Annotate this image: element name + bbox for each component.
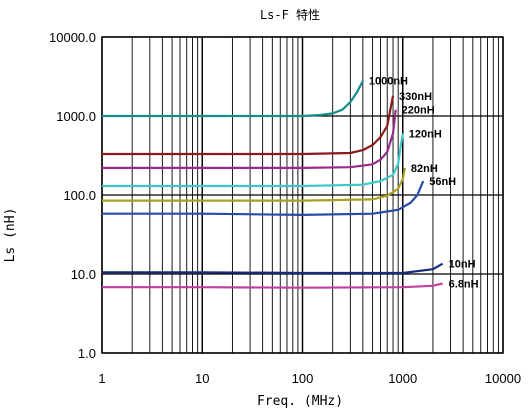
- chart-title: Ls-F 特性: [260, 7, 320, 22]
- series-line: [102, 180, 425, 216]
- x-tick-label: 10000: [485, 371, 521, 386]
- series-line: [102, 133, 404, 188]
- y-tick-label: 1000.0: [56, 109, 96, 124]
- series-line: [102, 80, 364, 118]
- x-tick-label: 1000: [388, 371, 417, 386]
- series-label: 1000nH: [369, 76, 408, 88]
- plot-frame: [101, 36, 504, 354]
- x-tick-label: 100: [292, 371, 314, 386]
- y-tick-label: 100.0: [63, 188, 96, 203]
- series-label: 220nH: [402, 105, 435, 117]
- series-label: 10nH: [449, 259, 476, 271]
- y-tick-label: 1.0: [78, 346, 96, 361]
- series-line: [102, 109, 397, 169]
- y-tick-label: 10000.0: [49, 30, 96, 45]
- grid: [101, 36, 504, 354]
- y-tick-label: 10.0: [71, 267, 96, 282]
- series-label: 120nH: [409, 129, 442, 141]
- series-label: 56nH: [429, 176, 456, 188]
- series-line: [102, 95, 395, 156]
- ticks: 1 10 100 1000 10000 1.0 10.0 100.0 1000.0 10000.0: [49, 30, 521, 386]
- series-label: 6.8nH: [449, 278, 479, 290]
- series-label: 330nH: [399, 91, 432, 103]
- x-axis-label: Freq. (MHz): [257, 394, 343, 409]
- curves: [102, 80, 444, 289]
- x-tick-label: 1: [98, 371, 105, 386]
- series-line: [102, 282, 443, 289]
- series-label: 82nH: [411, 163, 438, 175]
- x-tick-label: 10: [195, 371, 209, 386]
- series-line: [102, 167, 406, 202]
- series-line: [102, 262, 444, 275]
- y-axis-label: Ls (nH): [3, 208, 18, 263]
